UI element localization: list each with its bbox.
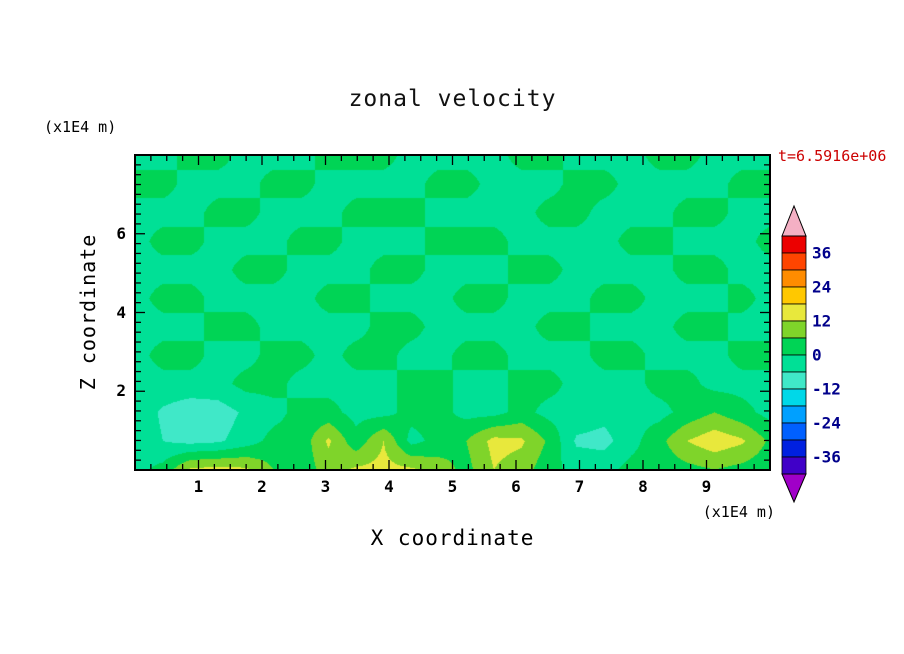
colorbar-segment xyxy=(781,269,807,288)
x-tick-label: 4 xyxy=(384,477,394,496)
y-axis-title: Z coordinate xyxy=(76,233,100,391)
colorbar-tick-label: 0 xyxy=(812,346,822,365)
x-tick-label: 6 xyxy=(511,477,521,496)
colorbar-tick-label: 12 xyxy=(812,312,831,331)
contour-plot-canvas xyxy=(135,155,770,470)
y-tick-label: 2 xyxy=(116,381,126,401)
colorbar-segment xyxy=(781,337,807,356)
x-tick-label: 2 xyxy=(257,477,267,496)
colorbar-segment xyxy=(781,303,807,322)
time-annotation: t=6.5916e+06 xyxy=(778,147,887,165)
colorbar-segment xyxy=(781,320,807,339)
x-axis-unit-label: (x1E4 m) xyxy=(702,503,775,521)
x-tick-label: 3 xyxy=(320,477,331,496)
colorbar-segment xyxy=(781,252,807,271)
colorbar-segment xyxy=(781,439,807,458)
y-tick-label: 4 xyxy=(116,302,126,322)
colorbar-segment xyxy=(781,235,807,254)
page-title: zonal velocity xyxy=(348,86,557,112)
colorbar-tick-label: 24 xyxy=(812,278,831,297)
colorbar-tick-label: -24 xyxy=(812,414,841,433)
x-tick-label: 5 xyxy=(447,477,458,496)
colorbar-tick-label: -12 xyxy=(812,380,841,399)
x-axis-title: X coordinate xyxy=(370,526,535,550)
colorbar: 36 24 12 0 -12 -24 -36 xyxy=(781,204,841,504)
x-tick-label: 8 xyxy=(638,477,648,496)
colorbar-upper-arrow xyxy=(781,204,807,237)
x-tick-label: 1 xyxy=(193,477,204,496)
y-tick-label: 6 xyxy=(116,223,126,243)
colorbar-segment xyxy=(781,388,807,407)
y-axis-unit-label: (x1E4 m) xyxy=(44,118,117,136)
colorbar-tick-label: 36 xyxy=(812,244,831,263)
colorbar-lower-arrow xyxy=(781,473,807,504)
colorbar-segment xyxy=(781,371,807,390)
colorbar-tick-label: -36 xyxy=(812,448,841,467)
colorbar-segment xyxy=(781,354,807,373)
x-tick-label: 7 xyxy=(574,477,585,496)
colorbar-segment xyxy=(781,422,807,441)
colorbar-segment xyxy=(781,286,807,305)
colorbar-segment xyxy=(781,456,807,475)
x-tick-label: 9 xyxy=(701,477,712,496)
colorbar-segment xyxy=(781,405,807,424)
